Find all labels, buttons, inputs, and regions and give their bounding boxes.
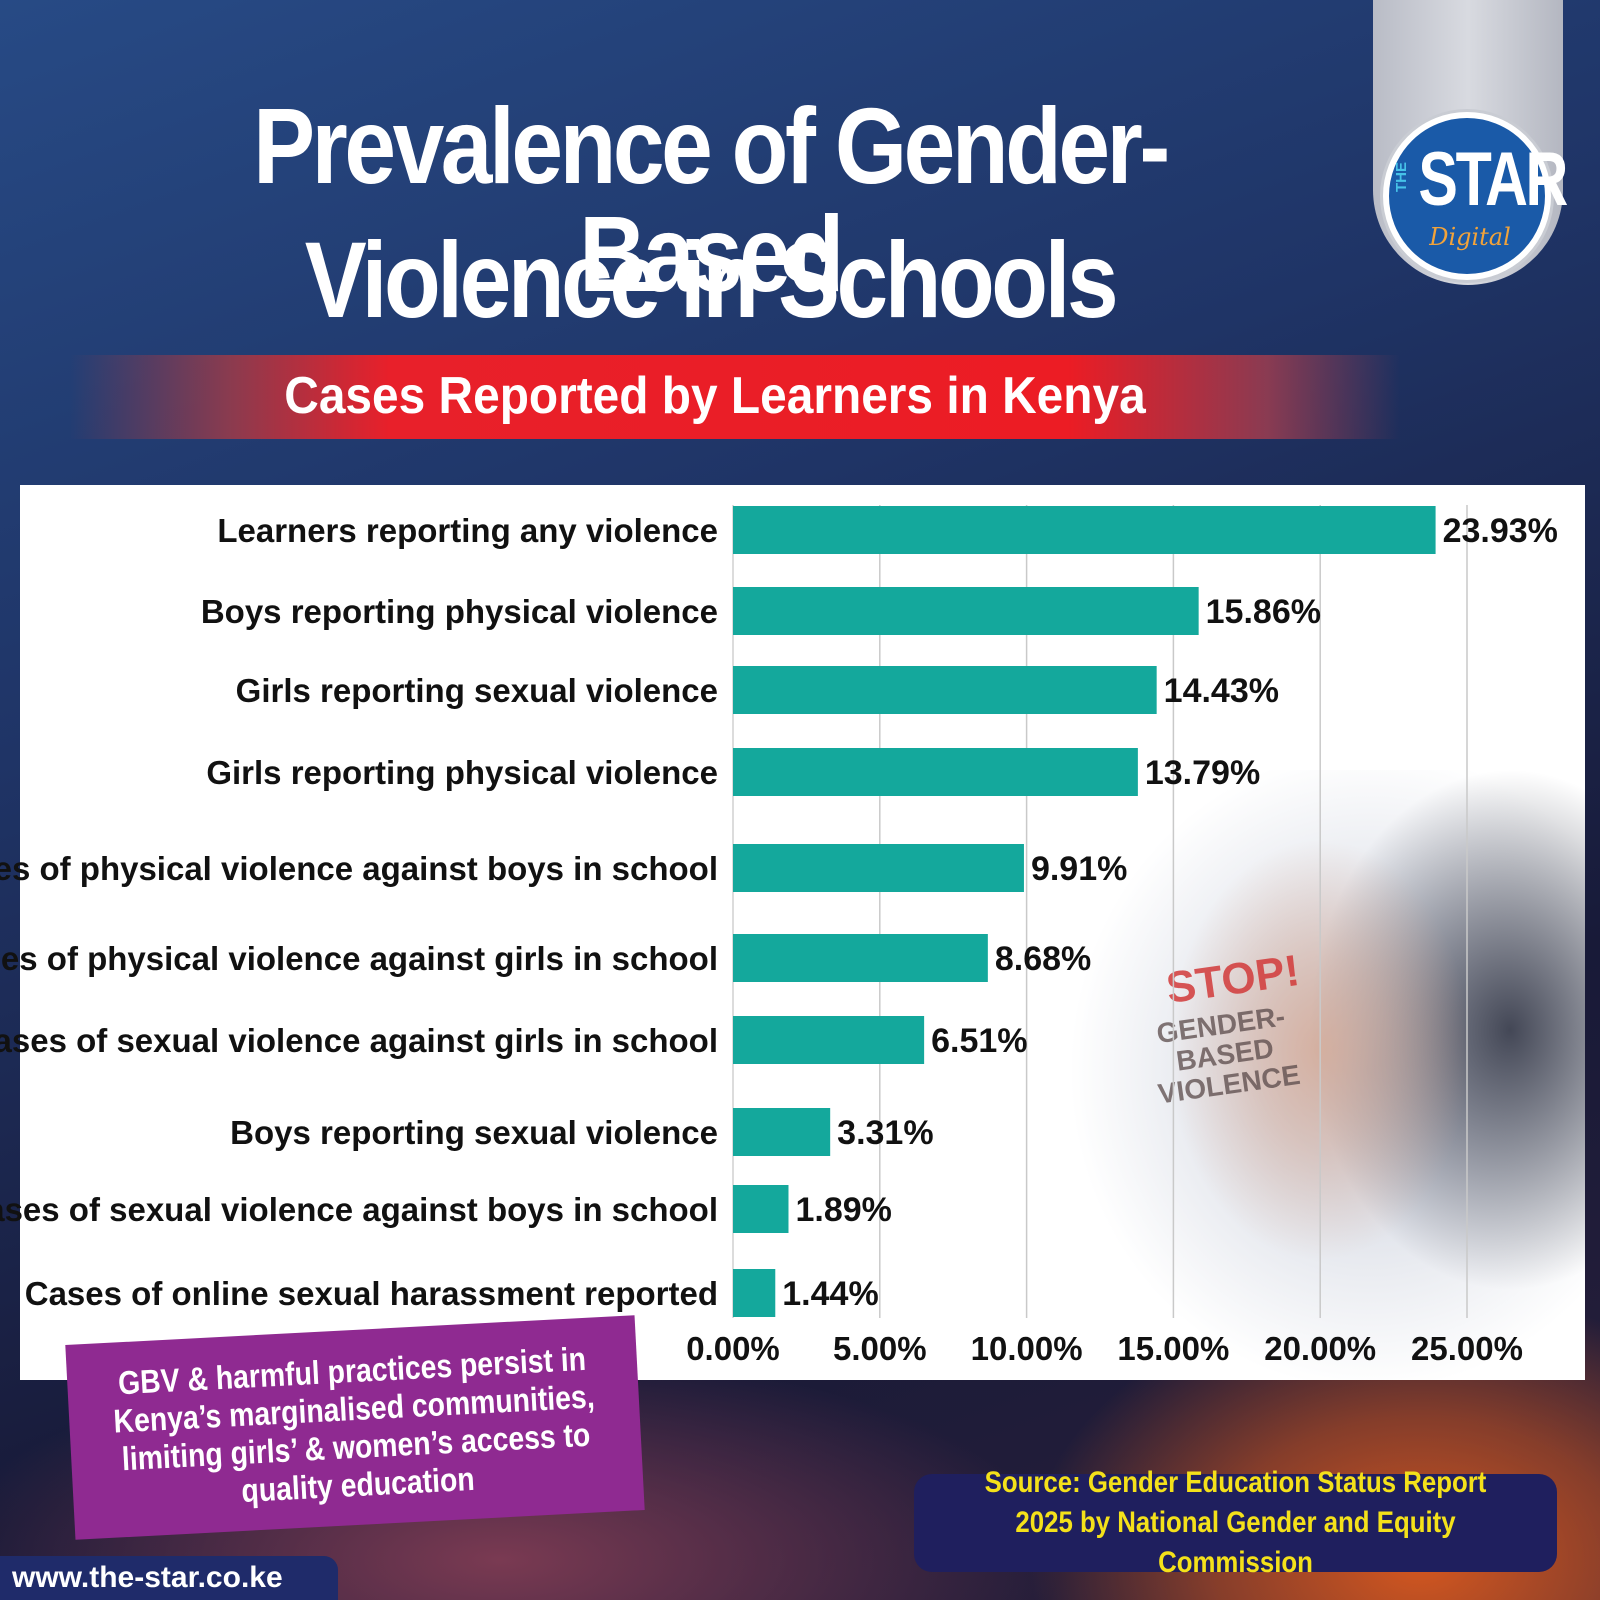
- bar: [733, 1185, 789, 1233]
- source-text: Source: Gender Education Status Report 2…: [984, 1466, 1487, 1579]
- category-label: Cases of online sexual harassment report…: [25, 1275, 718, 1312]
- data-label: 23.93%: [1443, 512, 1558, 550]
- category-label: Girls reporting physical violence: [206, 754, 718, 791]
- category-label: Cases of sexual violence against girls i…: [0, 1022, 718, 1059]
- data-label: 9.91%: [1031, 850, 1127, 888]
- bars: [733, 506, 1436, 1317]
- note-box: GBV & harmful practices persist in Kenya…: [65, 1315, 645, 1540]
- category-label: Boys reporting physical violence: [201, 593, 718, 630]
- star-logo[interactable]: [1383, 112, 1551, 280]
- x-tick-label: 25.00%: [1411, 1330, 1523, 1367]
- category-label: Girls reporting sexual violence: [236, 672, 718, 709]
- bar: [733, 748, 1138, 796]
- bar: [733, 1108, 831, 1156]
- bar: [733, 1269, 776, 1317]
- x-tick-label: 10.00%: [971, 1330, 1083, 1367]
- bar: [733, 666, 1157, 714]
- data-label: 6.51%: [931, 1022, 1027, 1060]
- labels: 0.00% 5.00% 10.00% 15.00% 20.00% 25.00% Learne…: [0, 512, 1558, 1367]
- data-label: 1.44%: [782, 1275, 878, 1313]
- bar: [733, 587, 1199, 635]
- logo-digital-text: Digital: [1429, 223, 1511, 251]
- website-link[interactable]: www.the-star.co.ke: [12, 1561, 283, 1594]
- source-box: Source: Gender Education Status Report 2…: [914, 1466, 1557, 1579]
- category-label: Boys reporting sexual violence: [230, 1114, 718, 1151]
- page-title-line-2: Violence in Schools: [304, 219, 1119, 340]
- website-box: [0, 1556, 338, 1600]
- category-label: Cases of physical violence against girls…: [0, 940, 718, 977]
- subtitle-band: [70, 355, 1400, 439]
- category-label: Cases of physical violence against boys …: [0, 850, 718, 887]
- subtitle: Cases Reported by Learners in Kenya: [284, 367, 1146, 425]
- data-label: 13.79%: [1145, 754, 1260, 792]
- data-label: 8.68%: [995, 940, 1091, 978]
- bar: [733, 844, 1024, 892]
- x-tick-label: 5.00%: [833, 1330, 927, 1367]
- x-tick-label: 0.00%: [686, 1330, 780, 1367]
- data-label: 3.31%: [837, 1114, 933, 1152]
- x-tick-label: 20.00%: [1264, 1330, 1376, 1367]
- bar: [733, 506, 1436, 554]
- x-tick-label: 15.00%: [1117, 1330, 1229, 1367]
- data-label: 1.89%: [795, 1191, 891, 1229]
- page-title-line-1: Prevalence of Gender-Based: [253, 85, 1170, 314]
- bar: [733, 1016, 925, 1064]
- category-label: Cases of sexual violence against boys in…: [0, 1191, 718, 1228]
- data-label: 15.86%: [1206, 593, 1321, 631]
- category-label: Learners reporting any violence: [217, 512, 718, 549]
- bar: [733, 934, 988, 982]
- gridlines: [732, 505, 1468, 1318]
- data-label: 14.43%: [1164, 672, 1279, 710]
- note-text: GBV & harmful practices persist in Kenya…: [112, 1339, 596, 1509]
